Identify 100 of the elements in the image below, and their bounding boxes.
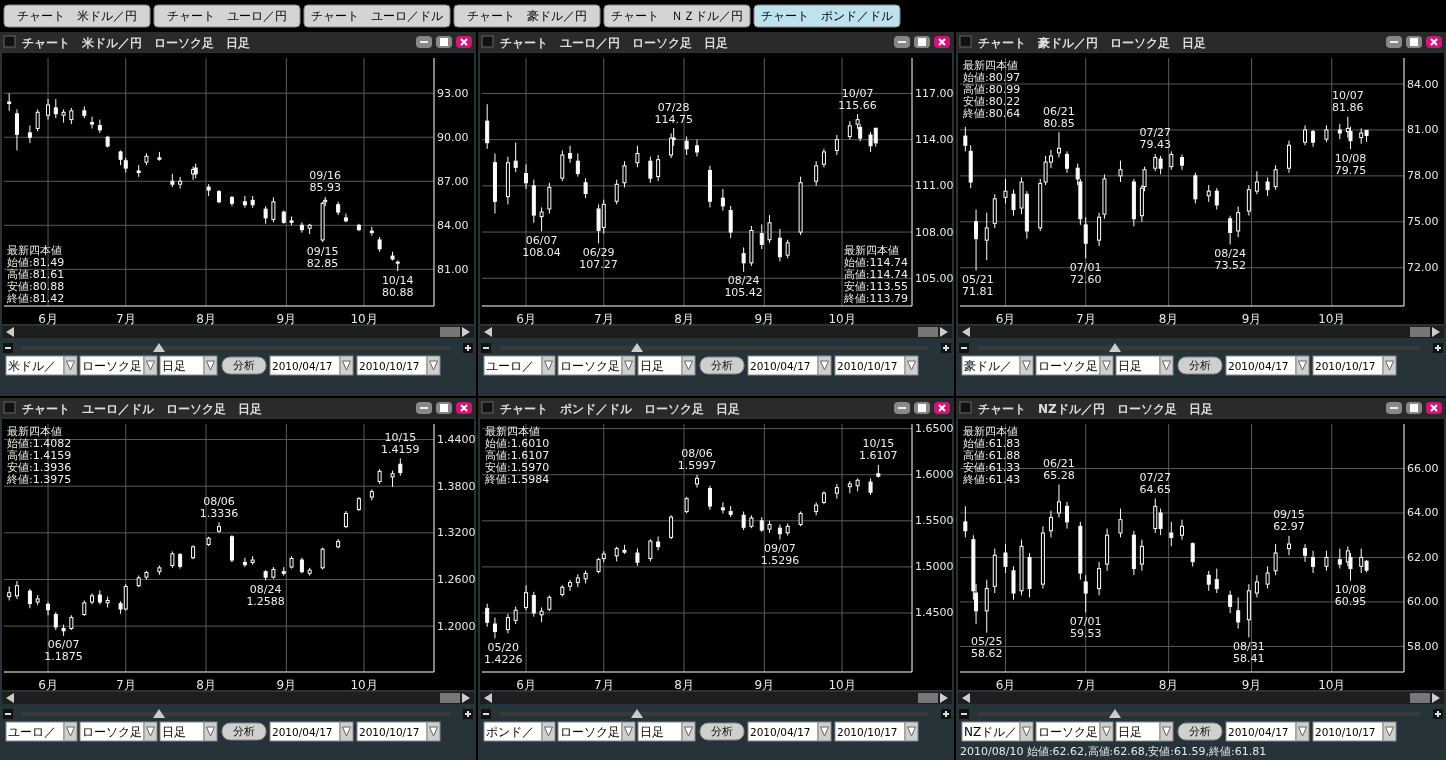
control: 2010/04/17 — [269, 721, 354, 742]
control: 日足 — [1115, 355, 1174, 376]
x-tick-label: 9月 — [276, 312, 297, 326]
title: チャート ポンド／ドル ローソク足 日足 — [500, 401, 740, 416]
annotation: 終値:80.64 — [962, 106, 1021, 120]
annotation: 最新四本値 — [963, 58, 1018, 72]
control: 分析 — [1177, 356, 1223, 375]
control: 日足 — [637, 721, 696, 742]
control: 日足 — [637, 355, 696, 376]
x-tick-label: 9月 — [1241, 312, 1262, 326]
annotation: 07/27 64.65 — [1139, 471, 1172, 497]
x-tick-label: 7月 — [115, 678, 136, 692]
annotation: 安値:113.55 — [843, 279, 908, 293]
annotation: 終値:1.5984 — [484, 472, 550, 486]
control: NZドル／ — [961, 721, 1034, 742]
control: ポンド／ — [483, 721, 556, 742]
y-tick-label: 1.5000 — [915, 560, 954, 574]
annotation: 高値:1.4159 — [7, 448, 72, 462]
annotation: 09/15 62.97 — [1273, 508, 1305, 534]
y-tick-label: 81.00 — [437, 262, 469, 276]
y-tick-label: 1.3200 — [437, 526, 476, 540]
annotation: 10/07 115.66 — [838, 86, 877, 112]
control: ローソク足 — [79, 721, 158, 742]
y-tick-label: 60.00 — [1407, 595, 1439, 609]
y-tick-label: 1.6500 — [915, 422, 954, 436]
control: 日足 — [159, 355, 218, 376]
y-tick-label: 114.00 — [915, 133, 954, 147]
x-tick-label: 8月 — [196, 312, 216, 326]
annotation: 08/24 1.2588 — [246, 582, 285, 608]
control: 2010/10/17 — [356, 721, 441, 742]
annotation: 10/08 79.75 — [1334, 151, 1367, 177]
control: 分析 — [699, 722, 745, 741]
control: 2010/04/17 — [747, 721, 832, 742]
control: 2010/10/17 — [834, 721, 919, 742]
annotation: 08/24 105.42 — [724, 274, 763, 300]
control: 2010/04/17 — [1225, 721, 1310, 742]
annotation: 06/07 1.1875 — [44, 638, 83, 664]
annotation: 最新四本値 — [485, 424, 540, 438]
x-tick-label: 6月 — [516, 312, 536, 326]
annotation: 07/01 72.60 — [1069, 261, 1102, 287]
annotation: 09/15 82.85 — [306, 244, 339, 270]
x-tick-label: 7月 — [593, 678, 614, 692]
x-tick-label: 10月 — [828, 678, 856, 692]
title: チャート 米ドル／円 ローソク足 日足 — [22, 35, 250, 50]
x-tick-label: 8月 — [1158, 678, 1179, 692]
annotation: 最新四本値 — [7, 243, 62, 257]
x-tick-label: 9月 — [276, 678, 297, 692]
annotation: 最新四本値 — [7, 424, 62, 438]
x-tick-label: 9月 — [1241, 678, 1262, 692]
control: 豪ドル／ — [961, 355, 1034, 376]
annotation: 終値:113.79 — [842, 291, 908, 305]
annotation: 始値:1.4082 — [7, 436, 72, 450]
annotation: 05/25 58.62 — [970, 635, 1003, 661]
x-tick-label: 7月 — [1075, 678, 1096, 692]
x-tick-label: 8月 — [674, 312, 694, 326]
control: 分析 — [221, 722, 267, 741]
annotation: 07/28 114.75 — [654, 100, 693, 126]
annotation: 始値:1.6010 — [485, 436, 550, 450]
annotation: 高値:114.74 — [843, 267, 908, 281]
annotation: 終値:61.43 — [962, 472, 1021, 486]
annotation: 始値:114.74 — [843, 255, 908, 269]
x-tick-label: 6月 — [995, 678, 1016, 692]
annotation: 08/31 58.41 — [1233, 639, 1265, 665]
control: 分析 — [1177, 722, 1223, 741]
annotation: 06/07 108.04 — [522, 233, 561, 259]
y-tick-label: 84.00 — [437, 218, 469, 232]
y-tick-label: 105.00 — [915, 271, 954, 285]
annotation: 終値:1.3975 — [6, 472, 72, 486]
control: ユーロ／ — [483, 355, 556, 376]
y-tick-label: 84.00 — [1407, 77, 1439, 91]
y-tick-label: 1.2600 — [437, 572, 476, 586]
x-tick-label: 6月 — [38, 678, 58, 692]
annotation: 高値:81.61 — [7, 267, 65, 281]
annotation: 高値:61.88 — [963, 448, 1021, 462]
y-tick-label: 90.00 — [437, 130, 469, 144]
annotation: 10/15 1.4159 — [381, 430, 420, 456]
annotation: 06/21 65.28 — [1043, 457, 1075, 482]
title: チャート NZドル／円 ローソク足 日足 — [978, 401, 1213, 416]
y-tick-label: 58.00 — [1407, 639, 1439, 653]
x-tick-label: 6月 — [995, 312, 1016, 326]
y-tick-label: 1.2000 — [437, 619, 476, 633]
x-tick-label: 10月 — [1318, 678, 1346, 692]
control: 2010/10/17 — [1312, 355, 1397, 376]
annotation: 始値:61.83 — [963, 436, 1021, 450]
annotation: 07/01 59.53 — [1069, 614, 1102, 640]
control: ローソク足 — [79, 355, 158, 376]
y-tick-label: 1.4400 — [437, 433, 476, 447]
x-tick-label: 9月 — [754, 678, 775, 692]
status: 2010/08/10 始値:62.62,高値:62.68,安値:61.59,終値:61.81 — [960, 744, 1267, 758]
tab: チャート 米ドル／円 — [3, 4, 151, 28]
annotation: 06/21 80.85 — [1043, 104, 1075, 130]
annotation: 10/07 81.86 — [1331, 89, 1364, 115]
y-tick-label: 93.00 — [437, 86, 469, 100]
y-tick-label: 117.00 — [915, 86, 954, 100]
annotation: 10/14 80.88 — [381, 273, 414, 299]
annotation: 高値:1.6107 — [485, 448, 550, 462]
annotation: 最新四本値 — [963, 424, 1018, 438]
tab: チャート ＮＺドル／円 — [603, 4, 751, 28]
control: ユーロ／ — [5, 721, 78, 742]
control: 日足 — [1115, 721, 1174, 742]
